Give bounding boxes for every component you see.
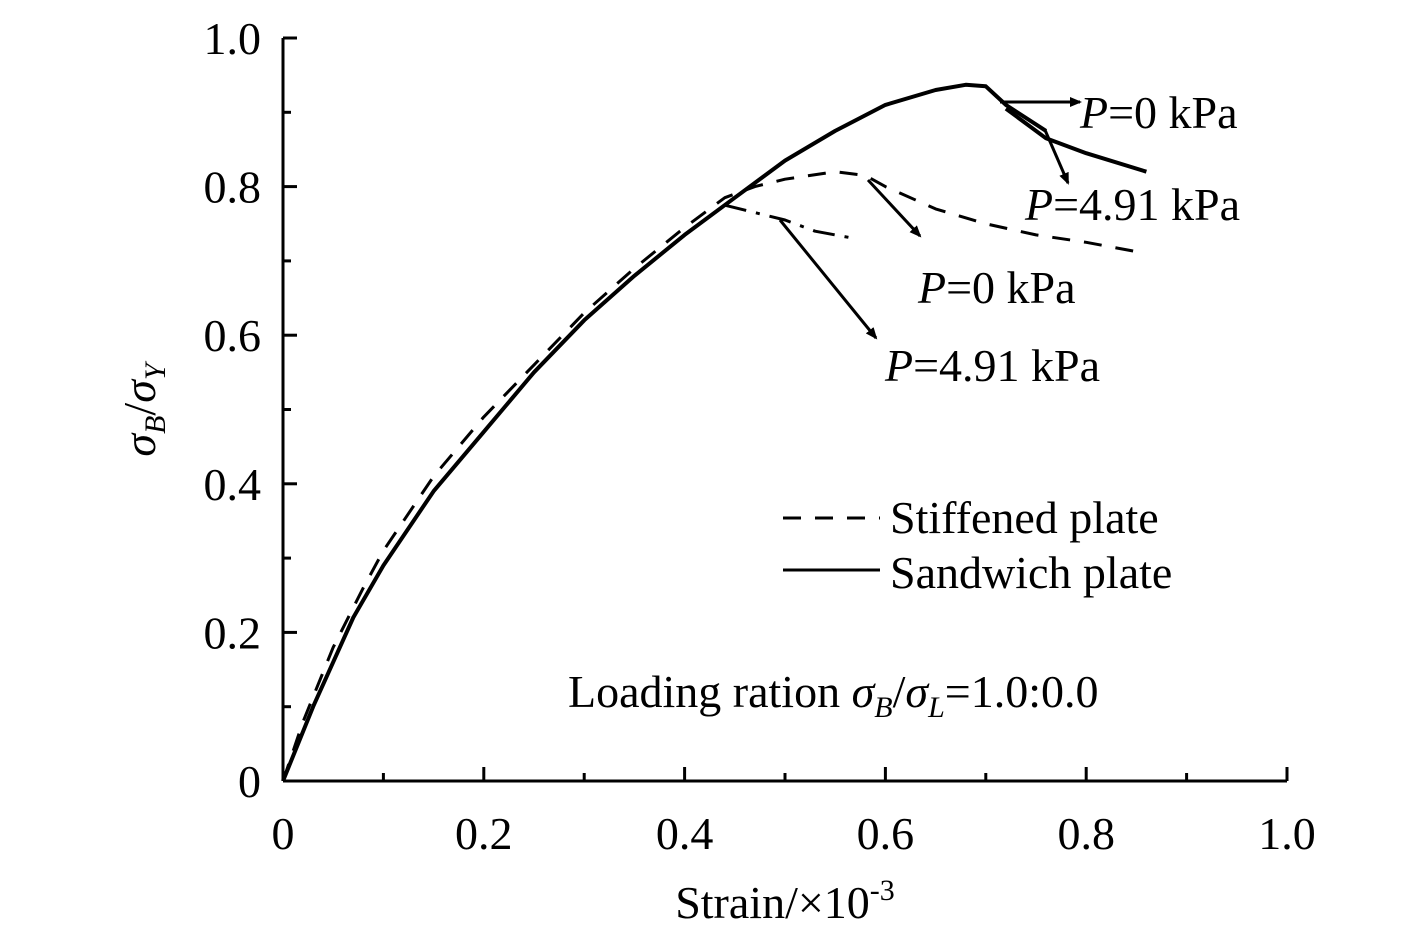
x-tick-label: 0.8	[1057, 808, 1115, 859]
y-tick-label: 0.6	[204, 310, 262, 361]
series-group	[281, 82, 1147, 782]
annotation-text: P=0 kPa	[1079, 87, 1238, 138]
series-line-2	[281, 82, 1048, 782]
legend-label-sandwich: Sandwich plate	[890, 547, 1172, 598]
annotation-stiffened-p0: P=0 kPa	[866, 178, 1076, 313]
legend: Stiffened plate Sandwich plate	[783, 492, 1172, 598]
x-ticks: 0 0.2 0.4 0.6 0.8 1.0	[272, 767, 1316, 859]
y-axis-label: σB/σY	[114, 360, 172, 456]
annotation-stiffened-p491: P=4.91 kPa	[778, 219, 1100, 391]
x-tick-label: 0.6	[857, 808, 915, 859]
y-tick-label: 0.4	[204, 459, 262, 510]
annotation-text: P=4.91 kPa	[884, 340, 1100, 391]
annotation-text: P=0 kPa	[917, 262, 1076, 313]
y-ticks: 0 0.2 0.4 0.6 0.8 1.0	[204, 13, 297, 807]
annotation-sandwich-p0: P=0 kPa	[1000, 87, 1238, 138]
loading-note: Loading ration σB/σL=1.0:0.0	[568, 666, 1099, 724]
x-tick-label: 0.4	[656, 808, 714, 859]
series-line-0	[281, 170, 1147, 782]
legend-label-stiffened: Stiffened plate	[890, 492, 1159, 543]
series-line-3	[1004, 106, 1147, 174]
x-tick-label: 0	[272, 808, 295, 859]
x-tick-label: 1.0	[1258, 808, 1316, 859]
y-tick-label: 0	[238, 756, 261, 807]
annotation-arrow	[778, 219, 878, 340]
y-tick-label: 1.0	[204, 13, 262, 64]
y-tick-label: 0.8	[204, 162, 262, 213]
annotation-sandwich-p491: P=4.91 kPa	[1024, 129, 1240, 230]
annotation-text: P=4.91 kPa	[1024, 179, 1240, 230]
annotation-arrow	[1043, 129, 1070, 185]
annotation-arrow	[866, 178, 922, 238]
y-tick-label: 0.2	[204, 607, 262, 658]
series-line-1	[724, 203, 856, 241]
x-axis-label: Strain/×10-3	[675, 874, 895, 928]
x-tick-label: 0.2	[455, 808, 513, 859]
